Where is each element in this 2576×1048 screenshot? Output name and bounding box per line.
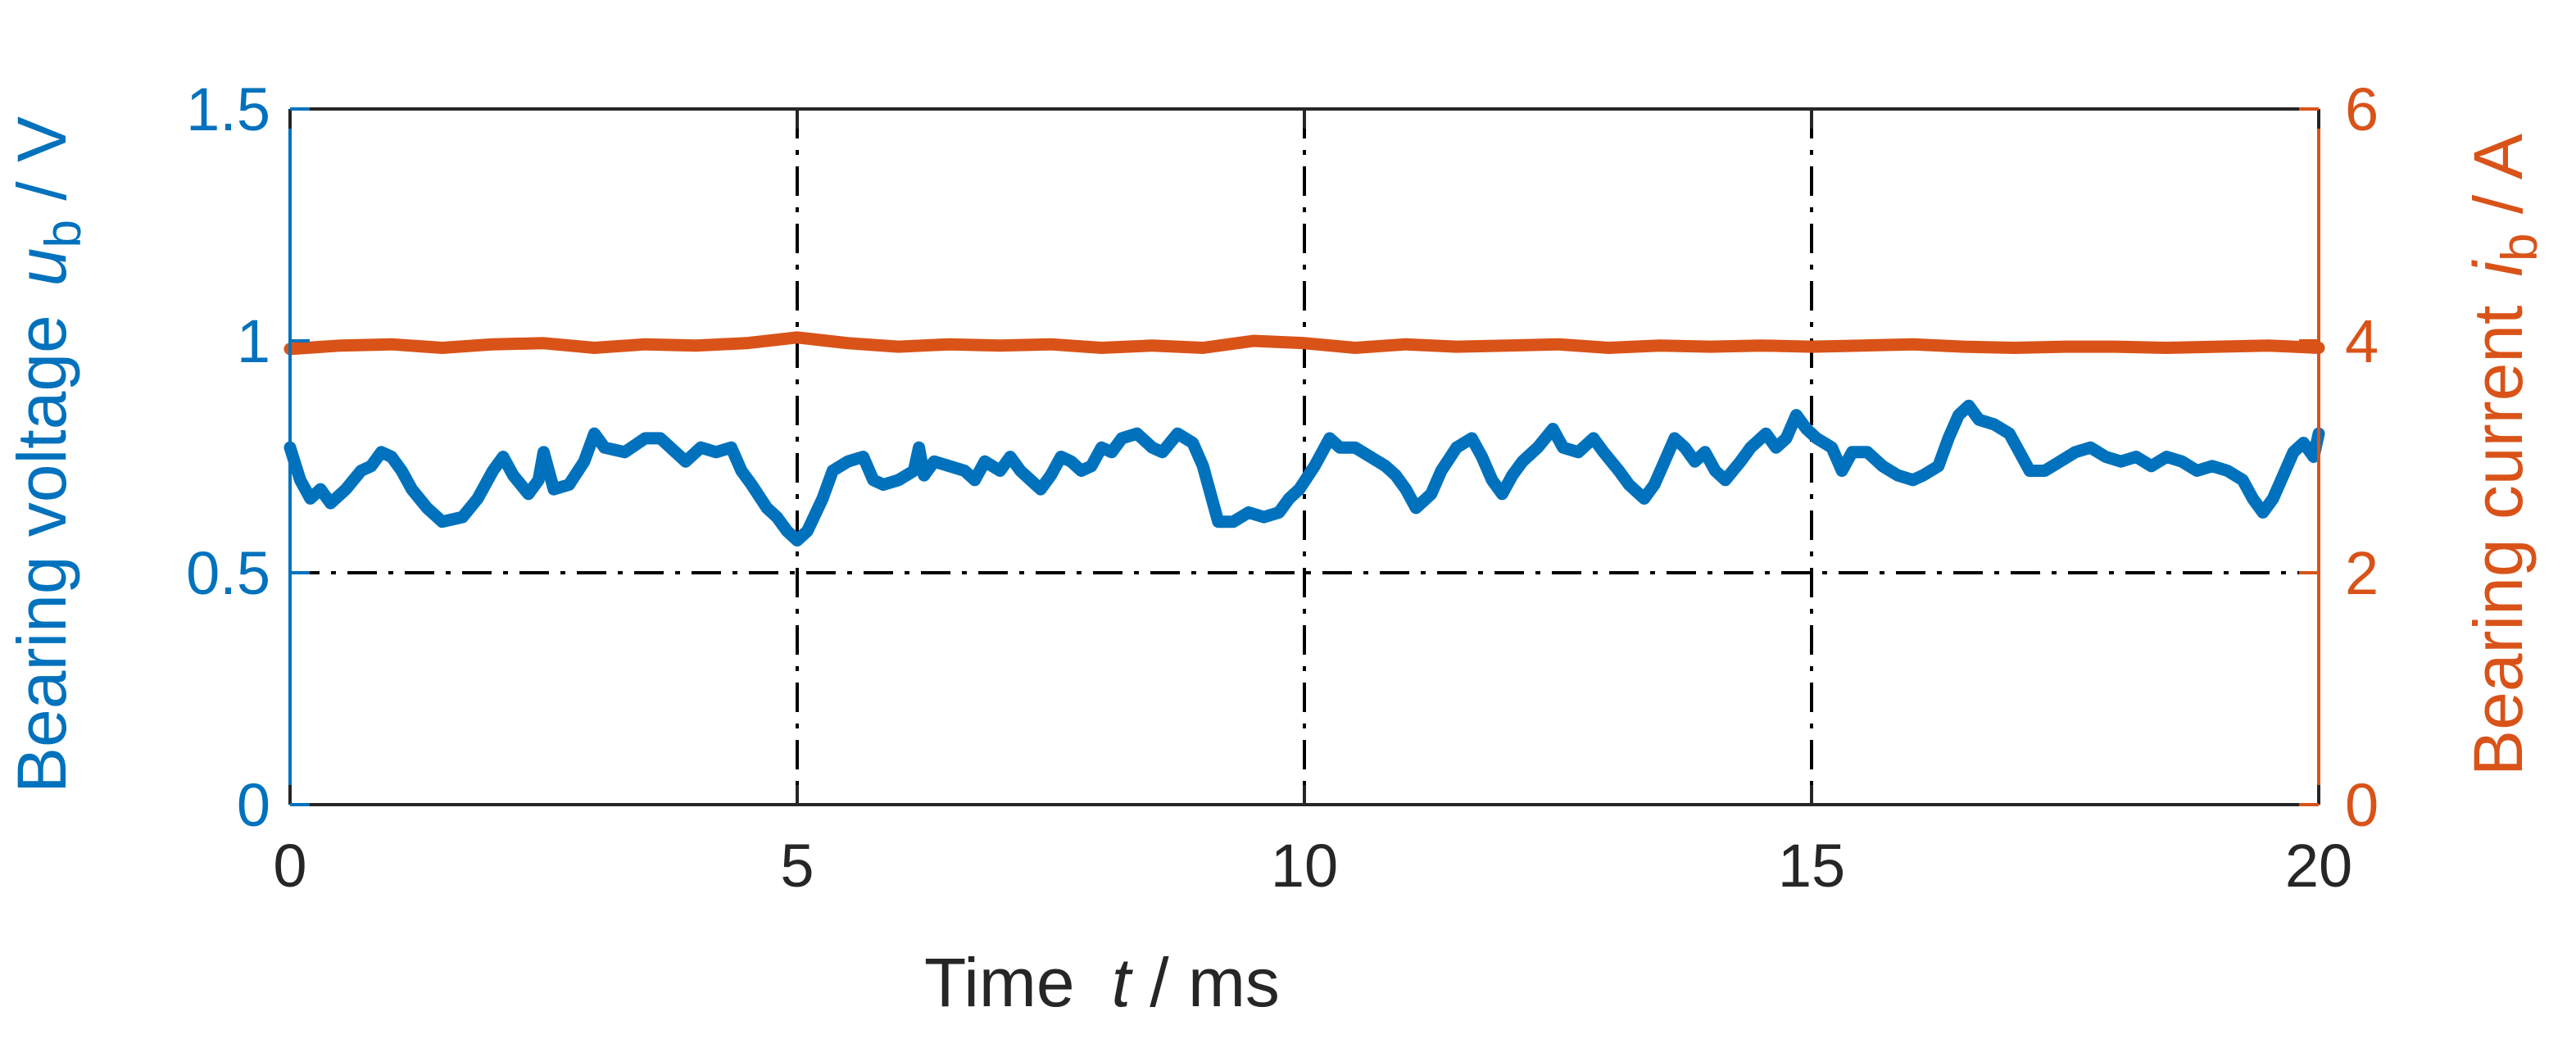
y-axis-right-label: Bearing current ib / A [2460, 134, 2548, 776]
y-right-axis-variable: i [2460, 260, 2537, 277]
x-axis-name: Time [924, 944, 1075, 1021]
data-series [283, 331, 2325, 547]
y-right-tick-label: 6 [2345, 75, 2379, 143]
x-tick-label: 0 [273, 832, 306, 900]
y-left-tick-label: 0 [237, 771, 270, 839]
x-tick-label: 5 [780, 832, 814, 900]
y-left-axis-name: Bearing voltage [3, 315, 80, 793]
y-right-axis-subscript: b [2492, 233, 2548, 261]
x-axis-unit: / ms [1131, 944, 1280, 1021]
x-axis-label: Time t / ms [924, 944, 1280, 1021]
y-right-tick-label: 0 [2345, 771, 2379, 839]
y-right-axis-unit: / A [2460, 134, 2537, 233]
y-left-axis-unit: / V [3, 116, 80, 220]
bearing-current-line [283, 331, 2325, 356]
y-right-tick-label: 2 [2345, 539, 2379, 607]
y-left-axis-variable: u [3, 248, 80, 287]
x-tick-label: 20 [2285, 832, 2352, 900]
x-axis-variable: t [1112, 944, 1134, 1021]
grid-lines [290, 109, 2319, 805]
y-left-axis-subscript: b [35, 220, 92, 247]
x-tick-label: 10 [1271, 832, 1338, 900]
y-left-tick-label: 0.5 [186, 539, 270, 607]
y-left-tick-label: 1.5 [186, 75, 270, 143]
y-right-axis-name: Bearing current [2460, 306, 2537, 776]
bearing-voltage-line [283, 399, 2325, 547]
y-right-tick-label: 4 [2345, 307, 2379, 375]
y-left-tick-label: 1 [237, 307, 270, 375]
y-axis-left-label: Bearing voltage ub / V [3, 116, 92, 793]
x-tick-label: 15 [1778, 832, 1845, 900]
